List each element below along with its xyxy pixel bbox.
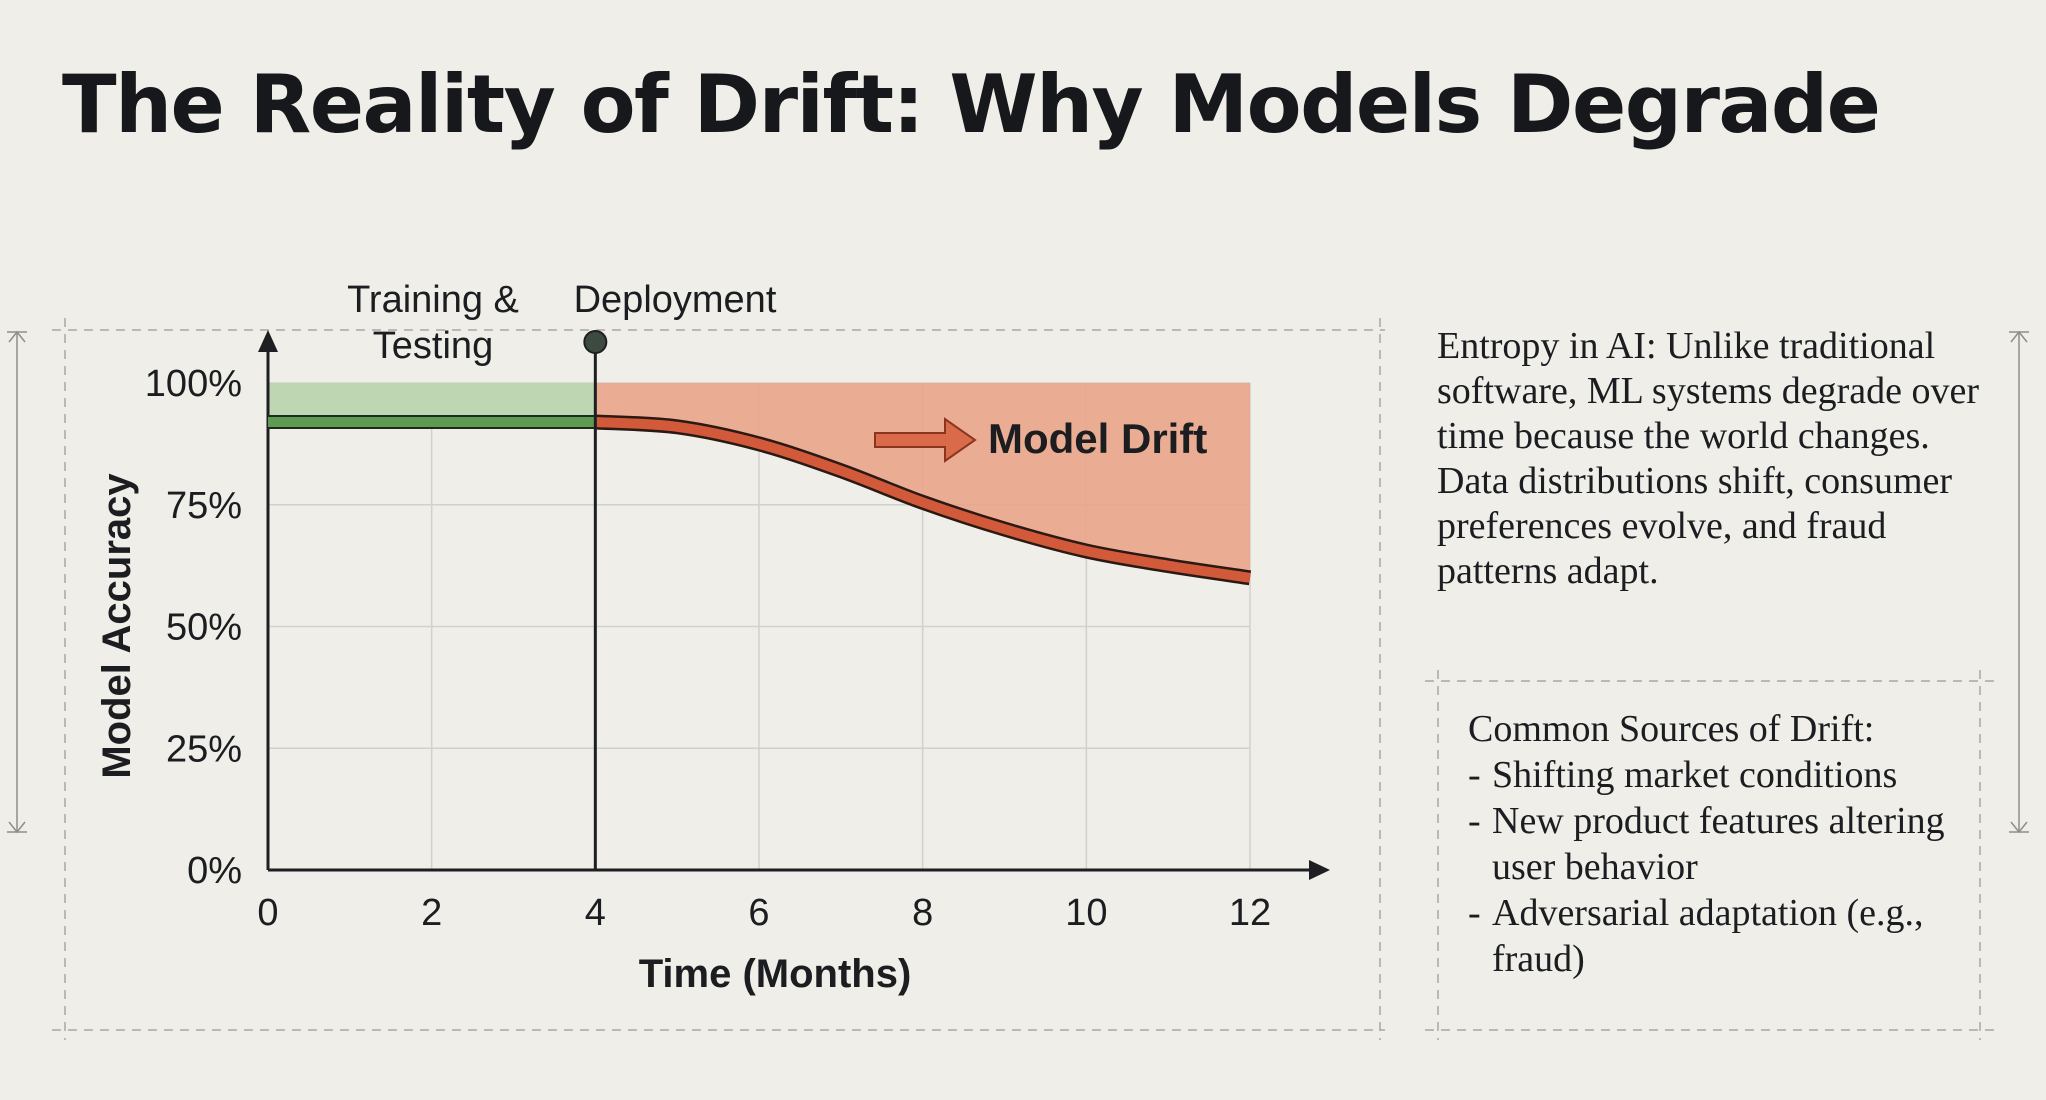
- deployment-label: Deployment: [574, 279, 777, 321]
- page-title: The Reality of Drift: Why Models Degrade: [62, 58, 1881, 151]
- drift-sources-box: Common Sources of Drift: - Shifting mark…: [1468, 706, 2008, 982]
- deployment-marker-icon: [583, 330, 608, 354]
- x-tick-label: 0: [257, 892, 278, 934]
- y-tick-label: 75%: [166, 485, 242, 527]
- drift-accuracy-line: [595, 416, 1251, 583]
- training-phase-label: Training &: [347, 279, 519, 321]
- x-tick-label: 2: [421, 892, 442, 934]
- y-tick-label: 25%: [166, 728, 242, 770]
- y-axis-title: Model Accuracy: [95, 473, 139, 779]
- list-dash: -: [1468, 892, 1481, 934]
- y-tick-label: 50%: [166, 607, 242, 649]
- source-item-text: Adversarial adaptation (e.g., fraud): [1492, 892, 1924, 980]
- x-axis-arrow-icon: [1309, 860, 1330, 880]
- drift-label: Model Drift: [988, 415, 1207, 462]
- sources-heading: Common Sources of Drift:: [1468, 708, 1875, 750]
- drift-arrow-icon: [874, 417, 977, 463]
- x-tick-label: 8: [912, 892, 933, 934]
- source-item: - Adversarial adaptation (e.g., fraud): [1468, 890, 2008, 982]
- x-axis-title: Time (Months): [639, 952, 912, 996]
- list-dash: -: [1468, 800, 1481, 842]
- y-tick-label: 100%: [145, 363, 242, 405]
- x-tick-label: 6: [748, 892, 769, 934]
- y-axis-arrow-icon: [258, 330, 278, 352]
- list-dash: -: [1468, 754, 1481, 796]
- source-item: - New product features altering user beh…: [1468, 798, 2008, 890]
- y-tick-label: 0%: [187, 850, 242, 892]
- training-phase-label: Testing: [373, 325, 493, 367]
- x-tick-label: 12: [1229, 892, 1271, 934]
- source-item: - Shifting market conditions: [1468, 752, 2008, 798]
- drift-region: [595, 383, 1250, 578]
- source-item-text: New product features altering user behav…: [1492, 800, 1945, 888]
- drift-intro-text: Entropy in AI: Unlike traditional softwa…: [1437, 325, 1980, 592]
- x-tick-label: 4: [585, 892, 606, 934]
- x-tick-label: 10: [1065, 892, 1107, 934]
- source-item-text: Shifting market conditions: [1492, 754, 1898, 796]
